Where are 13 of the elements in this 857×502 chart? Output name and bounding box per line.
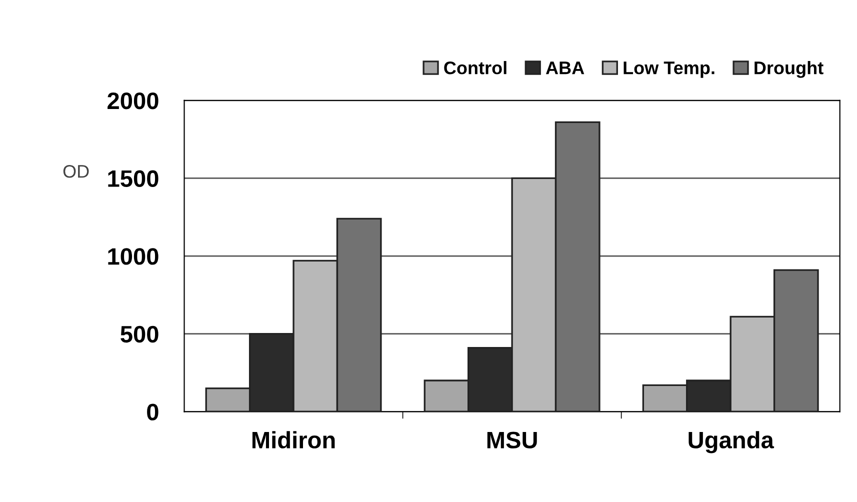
y-tick-label: 1000 (108, 248, 158, 265)
x-tick-label: MSU (487, 432, 537, 448)
y-tick-label: 0 (147, 404, 158, 420)
y-tick-label: 1500 (108, 170, 158, 187)
y-tick-label: 500 (120, 326, 158, 343)
x-tick-label: Uganda (688, 431, 774, 454)
y-axis-title: OD (63, 164, 89, 178)
legend-label: Low Temp. (624, 62, 714, 78)
legend-label: ABA (546, 62, 584, 74)
y-tick-label: 2000 (108, 92, 158, 110)
legend-label: Drought (754, 61, 824, 78)
legend-label: Control (444, 61, 506, 74)
x-tick-label: Midiron (252, 431, 335, 448)
